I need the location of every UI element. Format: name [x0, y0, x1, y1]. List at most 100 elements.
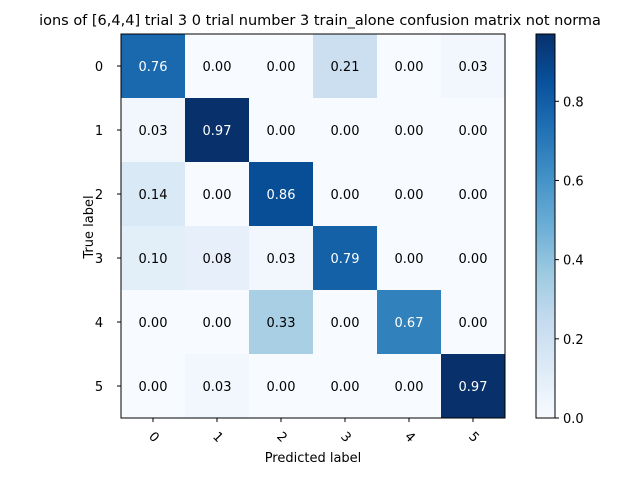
- cell-value-label: 0.00: [203, 316, 232, 331]
- cell-value-label: 0.00: [459, 124, 488, 139]
- colorbar-axis: 0.0 0.2 0.4 0.6 0.8: [555, 95, 584, 427]
- cell-value-label: 0.00: [459, 316, 488, 331]
- colorbar-tick-label: 0.0: [563, 412, 584, 427]
- cell-value-label: 0.76: [139, 60, 168, 75]
- heatmap-cell: [185, 162, 249, 226]
- colorbar-tick-label: 0.4: [563, 254, 584, 269]
- heatmap-cell: [441, 162, 505, 226]
- cell-value-label: 0.10: [139, 252, 168, 267]
- x-tick-label: 1: [209, 429, 225, 445]
- y-tick-label: 5: [95, 380, 103, 395]
- cell-value-label: 0.00: [459, 188, 488, 203]
- plot-frame: [120, 33, 506, 419]
- cell-value-label: 0.00: [395, 380, 424, 395]
- heatmap-cell: [313, 354, 377, 418]
- heatmap-cell-labels: 0.76 0.00 0.00 0.21 0.00 0.03 0.03 0.97 0.00 0.00…: [139, 60, 488, 395]
- heatmap-cell: [313, 98, 377, 162]
- heatmap-cell: [249, 162, 313, 226]
- cell-value-label: 0.00: [395, 60, 424, 75]
- x-tick-label: 4: [401, 429, 417, 445]
- x-axis-label: Predicted label: [265, 451, 362, 466]
- cell-value-label: 0.86: [267, 188, 296, 203]
- y-tick-label: 4: [95, 316, 103, 331]
- x-tick-label: 2: [273, 429, 289, 445]
- heatmap-cell: [249, 354, 313, 418]
- cell-value-label: 0.03: [459, 60, 488, 75]
- cell-value-label: 0.00: [331, 124, 360, 139]
- heatmap-cell: [441, 98, 505, 162]
- heatmap-cells: [121, 34, 505, 418]
- heatmap-cell: [377, 98, 441, 162]
- cell-value-label: 0.14: [139, 188, 168, 203]
- heatmap-cell: [185, 34, 249, 98]
- heatmap-cell: [441, 226, 505, 290]
- heatmap-cell: [249, 290, 313, 354]
- y-axis-label: True label: [82, 195, 97, 259]
- cell-value-label: 0.97: [203, 124, 232, 139]
- heatmap-cell: [313, 290, 377, 354]
- cell-value-label: 0.00: [203, 188, 232, 203]
- cell-value-label: 0.08: [203, 252, 232, 267]
- cell-value-label: 0.00: [331, 316, 360, 331]
- cell-value-label: 0.79: [331, 252, 360, 267]
- heatmap-cell: [377, 162, 441, 226]
- cell-value-label: 0.00: [139, 316, 168, 331]
- colorbar-tick-label: 0.6: [563, 174, 584, 189]
- cell-value-label: 0.97: [459, 380, 488, 395]
- cell-value-label: 0.03: [203, 380, 232, 395]
- heatmap-cell: [313, 34, 377, 98]
- cell-value-label: 0.00: [331, 380, 360, 395]
- heatmap-cell: [185, 98, 249, 162]
- y-tick-label: 2: [95, 188, 103, 203]
- colorbar-tick-label: 0.8: [563, 95, 584, 110]
- y-tick-label: 1: [95, 124, 103, 139]
- cell-value-label: 0.00: [139, 380, 168, 395]
- x-tick-label: 5: [465, 429, 481, 445]
- cell-value-label: 0.03: [139, 124, 168, 139]
- heatmap-cell: [121, 290, 185, 354]
- cell-value-label: 0.00: [395, 124, 424, 139]
- heatmap-cell: [441, 354, 505, 418]
- heatmap-cell: [121, 98, 185, 162]
- x-tick-label: 3: [337, 429, 353, 445]
- heatmap-cell: [313, 162, 377, 226]
- cell-value-label: 0.00: [331, 188, 360, 203]
- cell-value-label: 0.03: [267, 252, 296, 267]
- colorbar-frame: [535, 33, 556, 419]
- heatmap-cell: [249, 98, 313, 162]
- heatmap-cell: [185, 354, 249, 418]
- heatmap-cell: [121, 34, 185, 98]
- heatmap-cell: [377, 226, 441, 290]
- chart-title: ions of [6,4,4] trial 3 0 trial number 3…: [39, 13, 601, 29]
- colorbar-tick-label: 0.2: [563, 333, 584, 348]
- heatmap-cell: [185, 290, 249, 354]
- cell-value-label: 0.00: [203, 60, 232, 75]
- y-axis: 0 1 2 3 4 5: [95, 60, 121, 395]
- heatmap-cell: [377, 290, 441, 354]
- heatmap-cell: [249, 34, 313, 98]
- x-tick-label: 0: [145, 429, 161, 445]
- cell-value-label: 0.00: [395, 252, 424, 267]
- cell-value-label: 0.00: [395, 188, 424, 203]
- cell-value-label: 0.00: [459, 252, 488, 267]
- cell-value-label: 0.00: [267, 124, 296, 139]
- heatmap-cell: [121, 226, 185, 290]
- cell-value-label: 0.21: [331, 60, 360, 75]
- y-tick-label: 3: [95, 252, 103, 267]
- x-axis: 0 1 2 3 4 5: [145, 418, 482, 446]
- heatmap-cell: [185, 226, 249, 290]
- heatmap-cell: [313, 226, 377, 290]
- cell-value-label: 0.67: [395, 316, 424, 331]
- heatmap-cell: [377, 34, 441, 98]
- heatmap-cell: [441, 290, 505, 354]
- heatmap-cell: [377, 354, 441, 418]
- colorbar: [536, 34, 555, 418]
- heatmap-cell: [249, 226, 313, 290]
- cell-value-label: 0.33: [267, 316, 296, 331]
- cell-value-label: 0.00: [267, 60, 296, 75]
- y-tick-label: 0: [95, 60, 103, 75]
- cell-value-label: 0.00: [267, 380, 296, 395]
- heatmap-cell: [441, 34, 505, 98]
- heatmap-cell: [121, 162, 185, 226]
